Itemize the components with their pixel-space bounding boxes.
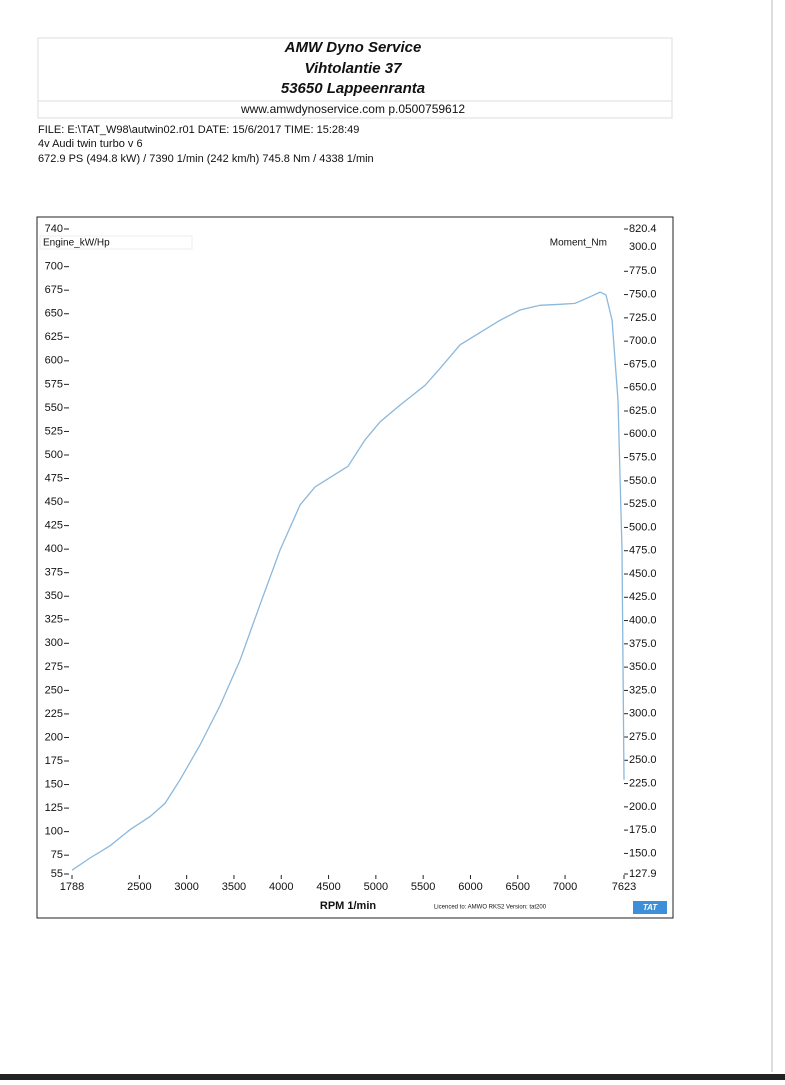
y2-tick-label: 775.0: [629, 265, 657, 277]
x-axis-label: RPM 1/min: [320, 900, 377, 912]
y-tick-label: 400: [45, 543, 63, 555]
header-contact: www.amwdynoservice.com p.0500759612: [240, 102, 465, 116]
x-tick-label: 5500: [411, 881, 435, 893]
x-tick-label: 4500: [316, 881, 340, 893]
y2-tick-label: 500.0: [629, 521, 657, 533]
header-line: Vihtolantie 37: [305, 60, 403, 77]
y2-axis-label: Moment_Nm: [550, 238, 607, 249]
y-tick-label: 325: [45, 614, 63, 626]
y-tick-label: 150: [45, 778, 63, 790]
y-tick-label: 55: [51, 868, 63, 880]
x-tick-label: 5000: [364, 881, 388, 893]
y2-tick-label: 725.0: [629, 312, 657, 324]
y-tick-label: 175: [45, 755, 63, 767]
y-tick-label: 625: [45, 331, 63, 343]
y2-tick-label: 375.0: [629, 638, 657, 650]
y2-tick-label: 175.0: [629, 824, 657, 836]
header-box: [37, 37, 673, 119]
y-tick-label: 525: [45, 425, 63, 437]
y-tick-label: 700: [45, 261, 63, 273]
x-tick-label: 7623: [612, 881, 636, 893]
y-tick-label: 275: [45, 661, 63, 673]
info-line: 672.9 PS (494.8 kW) / 7390 1/min (242 km…: [38, 153, 374, 165]
y-tick-label: 250: [45, 684, 63, 696]
y2-tick-label: 325.0: [629, 684, 657, 696]
y2-tick-label: 425.0: [629, 591, 657, 603]
x-tick-label: 3000: [174, 881, 198, 893]
scan-edge: [0, 1074, 785, 1080]
y2-tick-label: 650.0: [629, 382, 657, 394]
y2-tick-label: 820.4: [629, 223, 657, 235]
y2-tick-label: 150.0: [629, 847, 657, 859]
chart-frame: [36, 216, 674, 919]
label-box: [39, 235, 193, 250]
y-tick-label: 100: [45, 826, 63, 838]
y2-tick-label: 625.0: [629, 405, 657, 417]
y-tick-label: 300: [45, 637, 63, 649]
logo-box: [633, 901, 667, 914]
y2-tick-label: 550.0: [629, 475, 657, 487]
y-tick-label: 600: [45, 355, 63, 367]
y-tick-label: 675: [45, 284, 63, 296]
y-tick-label: 650: [45, 308, 63, 320]
y2-tick-label: 450.0: [629, 568, 657, 580]
y-tick-label: 740: [45, 223, 63, 235]
y-tick-label: 75: [51, 849, 63, 861]
y-tick-label: 550: [45, 402, 63, 414]
y-tick-label: 350: [45, 590, 63, 602]
y-tick-label: 575: [45, 378, 63, 390]
y2-tick-label: 475.0: [629, 545, 657, 557]
header-line: 53650 Lappeenranta: [281, 80, 425, 97]
y2-tick-label: 300.0: [629, 708, 657, 720]
y2-tick-label: 350.0: [629, 661, 657, 673]
y-tick-label: 125: [45, 802, 63, 814]
y2-tick-label: 575.0: [629, 451, 657, 463]
power-curve: [71, 291, 625, 871]
info-line: 4v Audi twin turbo v 6: [38, 138, 143, 150]
x-tick-label: 3500: [222, 881, 246, 893]
y2-tick-label: 225.0: [629, 777, 657, 789]
y2-tick-label: 700.0: [629, 335, 657, 347]
y2-tick-label: 400.0: [629, 614, 657, 626]
y2-tick-label: 127.9: [629, 868, 657, 880]
y-tick-label: 225: [45, 708, 63, 720]
x-tick-label: 1788: [60, 881, 84, 893]
y-tick-label: 200: [45, 731, 63, 743]
x-tick-label: 6500: [506, 881, 530, 893]
annotation: 300.0: [629, 241, 657, 253]
y-axis-label: Engine_kW/Hp: [43, 238, 110, 249]
y-tick-label: 475: [45, 472, 63, 484]
licence-note: Licenced to: AMWO RKS2 Version: tat200: [434, 905, 547, 911]
x-tick-label: 4000: [269, 881, 293, 893]
y2-tick-label: 600.0: [629, 428, 657, 440]
y2-tick-label: 250.0: [629, 754, 657, 766]
y2-tick-label: 275.0: [629, 731, 657, 743]
x-tick-label: 7000: [553, 881, 577, 893]
y-tick-label: 425: [45, 520, 63, 532]
x-tick-label: 2500: [127, 881, 151, 893]
y-tick-label: 375: [45, 567, 63, 579]
y2-tick-label: 750.0: [629, 288, 657, 300]
y2-tick-label: 525.0: [629, 498, 657, 510]
info-line: FILE: E:\TAT_W98\autwin02.r01 DATE: 15/6…: [38, 124, 359, 136]
header-line: AMW Dyno Service: [284, 39, 422, 56]
y-tick-label: 450: [45, 496, 63, 508]
y-tick-label: 500: [45, 449, 63, 461]
y2-tick-label: 200.0: [629, 801, 657, 813]
y2-tick-label: 675.0: [629, 358, 657, 370]
logo: TAT: [643, 903, 658, 912]
x-tick-label: 6000: [458, 881, 482, 893]
